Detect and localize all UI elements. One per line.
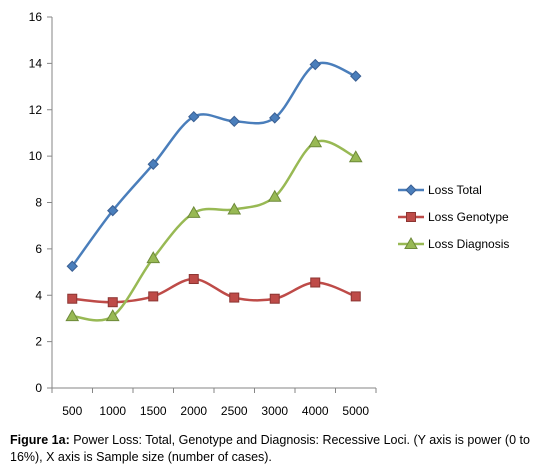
y-tick-label: 10	[29, 149, 43, 163]
data-point-loss-total	[188, 110, 200, 123]
legend-label-loss-diagnosis: Loss Diagnosis	[428, 237, 509, 251]
data-point-loss-genotype	[229, 292, 240, 303]
data-point-loss-genotype	[188, 274, 199, 285]
series-layer	[65, 58, 363, 322]
caption-text: Power Loss: Total, Genotype and Diagnosi…	[10, 433, 530, 464]
legend-marker-loss-diagnosis	[404, 236, 418, 249]
y-tick-label: 4	[35, 288, 42, 302]
data-point-loss-diagnosis	[186, 205, 201, 218]
data-point-loss-diagnosis	[227, 202, 242, 215]
data-point-loss-total	[228, 115, 240, 128]
data-point-loss-genotype	[107, 297, 118, 308]
data-point-loss-diagnosis	[267, 189, 282, 202]
line-chart: 0 2 4 6 8 10 12 14 16 500 1000 1500 2000 2500 3000 4000…	[29, 10, 510, 418]
data-point-loss-total	[107, 204, 119, 217]
data-point-loss-genotype	[67, 293, 78, 304]
y-tick-label: 8	[35, 196, 42, 210]
data-point-loss-diagnosis	[105, 309, 120, 322]
legend-item-loss-diagnosis: Loss Diagnosis	[398, 236, 509, 251]
data-point-loss-diagnosis	[308, 135, 323, 148]
figure-caption: Figure 1a: Power Loss: Total, Genotype a…	[10, 432, 536, 466]
legend-marker-loss-total	[405, 184, 417, 196]
legend-item-loss-genotype: Loss Genotype	[398, 210, 509, 224]
data-point-loss-total	[147, 158, 159, 170]
data-point-loss-total	[350, 70, 362, 82]
caption-label: Figure 1a:	[10, 433, 70, 447]
data-point-loss-diagnosis	[348, 150, 363, 163]
series-loss-diagnosis	[65, 135, 363, 322]
chart-axes: 0 2 4 6 8 10 12 14 16 500 1000 1500 2000 2500 3000 4000…	[29, 10, 377, 418]
legend-marker-loss-genotype	[406, 212, 416, 222]
x-tick-label: 4000	[302, 404, 329, 418]
x-tick-label: 1500	[140, 404, 167, 418]
x-tick-label: 5000	[342, 404, 369, 418]
legend-label-loss-total: Loss Total	[428, 183, 482, 197]
data-point-loss-total	[309, 58, 321, 71]
y-tick-label: 0	[35, 381, 42, 395]
series-line-loss-diagnosis	[72, 139, 357, 322]
data-point-loss-total	[66, 260, 78, 272]
series-loss-genotype	[67, 274, 361, 308]
data-point-loss-genotype	[350, 291, 361, 302]
y-tick-label: 12	[29, 103, 43, 117]
data-point-loss-genotype	[148, 291, 159, 302]
x-tick-label: 2000	[180, 404, 207, 418]
data-point-loss-diagnosis	[65, 309, 80, 322]
data-point-loss-diagnosis	[146, 251, 161, 264]
series-line-loss-total	[71, 61, 357, 268]
y-tick-label: 16	[29, 10, 43, 24]
y-tick-label: 14	[29, 56, 43, 70]
x-tick-label: 1000	[99, 404, 126, 418]
data-point-loss-genotype	[269, 293, 280, 304]
data-point-loss-total	[269, 112, 281, 124]
chart-legend: Loss Total Loss Genotype Loss Diagnosis	[398, 183, 509, 251]
y-tick-label: 2	[35, 335, 42, 349]
y-tick-label: 6	[35, 242, 42, 256]
x-tick-label: 3000	[261, 404, 288, 418]
legend-item-loss-total: Loss Total	[398, 183, 482, 197]
data-point-loss-genotype	[310, 277, 321, 288]
x-tick-label: 500	[62, 404, 82, 418]
series-loss-total	[66, 58, 362, 272]
legend-label-loss-genotype: Loss Genotype	[428, 210, 509, 224]
x-tick-label: 2500	[221, 404, 248, 418]
